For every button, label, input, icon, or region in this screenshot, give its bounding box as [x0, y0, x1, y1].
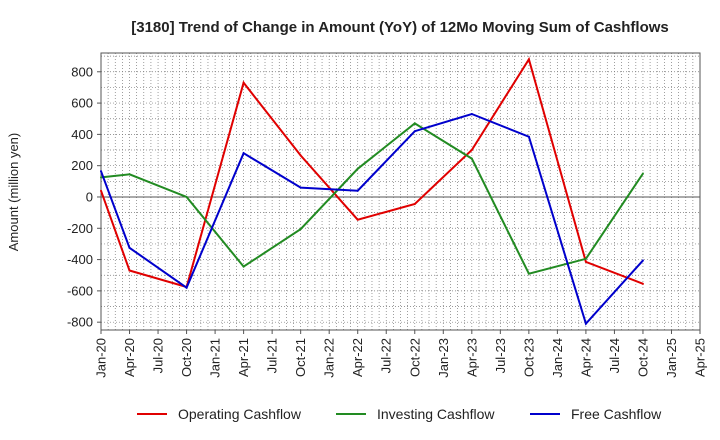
x-tick-label: Oct-23: [521, 338, 536, 377]
x-tick-label: Jan-21: [208, 338, 223, 378]
x-tick-label: Apr-23: [464, 338, 479, 377]
data-point-free-cashflow: [128, 246, 131, 249]
data-point-investing-cashflow: [470, 157, 473, 160]
x-tick-label: Jan-22: [322, 338, 337, 378]
x-tick-label: Jan-23: [436, 338, 451, 378]
data-point-operating-cashflow: [527, 58, 530, 61]
x-tick-label: Apr-25: [693, 338, 708, 377]
legend-label-investing-cashflow: Investing Cashflow: [377, 406, 495, 422]
x-tick-label: Jul-23: [493, 338, 508, 373]
data-point-free-cashflow: [470, 113, 473, 116]
data-point-operating-cashflow: [641, 282, 644, 285]
legend-label-operating-cashflow: Operating Cashflow: [178, 406, 302, 422]
x-tick-label: Oct-22: [407, 338, 422, 377]
y-axis-label: Amount (million yen): [6, 133, 21, 252]
x-tick-label: Apr-21: [236, 338, 251, 377]
legend-label-free-cashflow: Free Cashflow: [571, 406, 662, 422]
data-point-free-cashflow: [527, 135, 530, 138]
x-tick-label: Jul-22: [379, 338, 394, 373]
x-tick-label: Apr-24: [578, 338, 593, 377]
y-tick-label: 600: [71, 96, 93, 111]
y-tick-label: 200: [71, 158, 93, 173]
y-tick-label: -400: [67, 252, 93, 267]
data-point-free-cashflow: [356, 189, 359, 192]
x-tick-label: Jul-21: [265, 338, 280, 373]
data-point-operating-cashflow: [299, 154, 302, 157]
data-point-free-cashflow: [185, 286, 188, 289]
x-tick-label: Apr-20: [122, 338, 137, 377]
y-tick-label: 400: [71, 127, 93, 142]
data-point-operating-cashflow: [413, 203, 416, 206]
data-point-investing-cashflow: [299, 228, 302, 231]
data-point-operating-cashflow: [242, 81, 245, 84]
y-tick-label: -800: [67, 315, 93, 330]
data-point-investing-cashflow: [641, 172, 644, 175]
data-point-operating-cashflow: [100, 189, 102, 192]
x-tick-labels: Jan-20 Apr-20 Jul-20 Oct-20 Jan-21 Apr-21 Jul-…: [94, 330, 708, 378]
y-tick-label: -600: [67, 283, 93, 298]
data-point-operating-cashflow: [584, 260, 587, 263]
data-point-operating-cashflow: [128, 269, 131, 272]
legend: Operating Cashflow Investing Cashflow Free…: [137, 406, 662, 422]
data-point-investing-cashflow: [356, 167, 359, 170]
data-point-operating-cashflow: [356, 218, 359, 221]
y-tick-label: 0: [86, 189, 93, 204]
data-point-free-cashflow: [242, 152, 245, 155]
x-tick-label: Jul-24: [607, 338, 622, 373]
data-point-operating-cashflow: [470, 149, 473, 152]
data-point-investing-cashflow: [527, 272, 530, 275]
x-tick-label: Jan-25: [664, 338, 679, 378]
x-tick-label: Oct-24: [635, 338, 650, 377]
x-tick-label: Oct-20: [179, 338, 194, 377]
data-point-investing-cashflow: [413, 122, 416, 125]
data-point-free-cashflow: [413, 130, 416, 133]
data-point-free-cashflow: [299, 186, 302, 189]
x-tick-label: Jan-20: [94, 338, 109, 378]
data-point-investing-cashflow: [185, 195, 188, 198]
data-point-free-cashflow: [641, 259, 644, 262]
data-point-investing-cashflow: [128, 173, 131, 176]
chart-title: [3180] Trend of Change in Amount (YoY) o…: [131, 19, 669, 36]
y-tick-label: 800: [71, 64, 93, 79]
data-point-investing-cashflow: [242, 265, 245, 268]
x-tick-label: Jul-20: [151, 338, 166, 373]
x-tick-label: Jan-24: [550, 338, 565, 378]
data-point-free-cashflow: [584, 322, 587, 325]
x-tick-label: Oct-21: [293, 338, 308, 377]
y-tick-label: -200: [67, 221, 93, 236]
y-tick-labels: -800 -600 -400 -200 0 200 400 600 800: [67, 64, 101, 330]
grid-lines: [100, 53, 701, 330]
series-lines: [100, 56, 644, 326]
data-point-free-cashflow: [100, 170, 102, 173]
data-point-investing-cashflow: [100, 176, 102, 179]
data-point-investing-cashflow: [584, 257, 587, 260]
x-tick-label: Apr-22: [350, 338, 365, 377]
